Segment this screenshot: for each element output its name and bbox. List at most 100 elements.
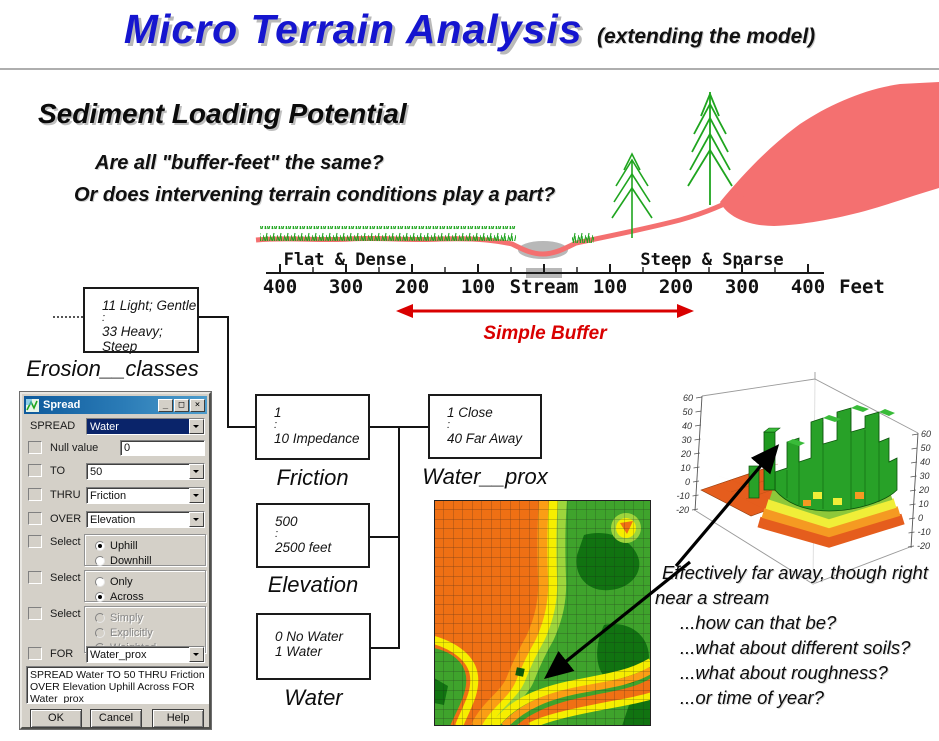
- svg-text:-10: -10: [676, 491, 689, 501]
- radio-simply[interactable]: Simply: [95, 611, 205, 624]
- for-combo[interactable]: Water_prox: [86, 646, 205, 663]
- note-question-3: ...what about roughness?: [680, 662, 888, 683]
- close-icon[interactable]: ×: [190, 398, 205, 412]
- spread-combo[interactable]: Water: [86, 418, 205, 435]
- dropdown-arrow-icon[interactable]: [189, 512, 204, 527]
- only-across-group: Only Across: [84, 570, 206, 603]
- elevation-box: 500 : 2500 feet: [256, 503, 370, 568]
- header-divider: [0, 68, 939, 70]
- svg-text:20: 20: [680, 449, 691, 459]
- svg-text:0: 0: [685, 477, 690, 487]
- connector: [227, 316, 229, 428]
- radio-explicitly[interactable]: Explicitly: [95, 626, 205, 639]
- friction-label: Friction: [276, 465, 349, 490]
- over-field-label: OVER: [50, 513, 82, 525]
- spread-dialog: Spread _ □ × SPREAD Water Null value 0 T…: [20, 392, 211, 729]
- svg-text:10: 10: [919, 499, 929, 509]
- weighting-group: Simply Explicitly Weighted: [84, 606, 206, 654]
- hillside-mass: [720, 82, 939, 226]
- ok-button[interactable]: OK: [30, 709, 82, 728]
- surface-plot-3d: 60 50 40 30 20 10 0 -10 -20 60 50 40 30 …: [676, 372, 931, 585]
- svg-text:-20: -20: [676, 505, 689, 515]
- spread-field-label: SPREAD: [30, 420, 76, 432]
- svg-text:10: 10: [680, 463, 690, 473]
- svg-text:200: 200: [659, 276, 693, 298]
- friction-box: 1 : 10 Impedance: [255, 394, 370, 460]
- simple-buffer-arrow: [396, 304, 694, 318]
- thru-checkbox[interactable]: [28, 488, 42, 501]
- dropdown-arrow-icon[interactable]: [189, 647, 204, 662]
- for-checkbox[interactable]: [28, 647, 42, 660]
- note-line-2: near a stream: [655, 587, 770, 608]
- annotation-notes: Effectively far away, though right near …: [655, 560, 939, 710]
- maximize-icon[interactable]: □: [174, 398, 189, 412]
- section-heading: Sediment Loading Potential: [38, 98, 407, 129]
- svg-text:50: 50: [682, 407, 692, 417]
- note-question-1: ...how can that be?: [680, 612, 837, 633]
- dialog-titlebar[interactable]: Spread _ □ ×: [24, 396, 207, 414]
- ground-line: [255, 190, 747, 257]
- radio-downhill[interactable]: Downhill: [95, 554, 205, 567]
- select2-checkbox[interactable]: [28, 571, 42, 584]
- select3-label: Select: [50, 608, 81, 620]
- thru-combo[interactable]: Friction: [86, 487, 205, 504]
- svg-text:40: 40: [682, 421, 692, 431]
- null-checkbox[interactable]: [28, 441, 42, 454]
- over-checkbox[interactable]: [28, 512, 42, 525]
- note-question-2: ...what about different soils?: [680, 637, 911, 658]
- to-checkbox[interactable]: [28, 464, 42, 477]
- svg-text:-10: -10: [918, 527, 931, 537]
- command-textarea[interactable]: SPREAD Water TO 50 THRU Friction OVER El…: [26, 666, 209, 704]
- for-field-label: FOR: [50, 648, 74, 660]
- svg-text:0: 0: [918, 513, 923, 523]
- water-box: 0 No Water 1 Water: [256, 613, 371, 680]
- svg-text:50: 50: [921, 443, 931, 453]
- page-title: Micro Terrain Analysis: [123, 6, 583, 52]
- uphill-downhill-group: Uphill Downhill: [84, 534, 206, 567]
- distance-ruler: [266, 264, 824, 274]
- zone-label-left: Flat & Dense: [284, 250, 407, 270]
- null-value-input[interactable]: 0: [120, 440, 205, 456]
- thru-field-label: THRU: [50, 489, 81, 501]
- question-line-2: Or does intervening terrain conditions p…: [74, 184, 556, 206]
- water-prox-box: 1 Close : 40 Far Away: [428, 394, 542, 459]
- cancel-button[interactable]: Cancel: [90, 709, 142, 728]
- dropdown-arrow-icon[interactable]: [189, 488, 204, 503]
- water-prox-label: Water__prox: [422, 464, 548, 489]
- svg-text:40: 40: [920, 457, 930, 467]
- help-button[interactable]: Help: [152, 709, 204, 728]
- minimize-icon[interactable]: _: [158, 398, 173, 412]
- green-block-mass: [774, 407, 898, 512]
- z-axis-left: 60 50 40 30 20 10 0 -10 -20: [676, 393, 703, 515]
- question-line-1: Are all "buffer-feet" the same?: [95, 152, 384, 174]
- erosion-dotted-link: [53, 316, 83, 318]
- select1-label: Select: [50, 536, 81, 548]
- select2-label: Select: [50, 572, 81, 584]
- svg-text:200: 200: [395, 276, 429, 298]
- over-combo[interactable]: Elevation: [86, 511, 205, 528]
- radio-across[interactable]: Across: [95, 590, 205, 603]
- svg-text:100: 100: [461, 276, 495, 298]
- dropdown-arrow-icon[interactable]: [189, 464, 204, 479]
- svg-text:30: 30: [920, 471, 930, 481]
- connector: [371, 647, 400, 649]
- water-label: Water: [284, 685, 343, 710]
- svg-text:100: 100: [593, 276, 627, 298]
- svg-text:30: 30: [681, 435, 691, 445]
- simple-buffer-label: Simple Buffer: [483, 323, 608, 344]
- svg-text:-20: -20: [917, 541, 930, 551]
- select1-checkbox[interactable]: [28, 535, 42, 548]
- radio-only[interactable]: Only: [95, 575, 205, 588]
- svg-text:400: 400: [791, 276, 825, 298]
- page-subtitle: (extending the model): [597, 25, 816, 48]
- select3-checkbox[interactable]: [28, 607, 42, 620]
- dropdown-arrow-icon[interactable]: [189, 419, 204, 434]
- note-question-4: ...or time of year?: [680, 687, 824, 708]
- radio-uphill[interactable]: Uphill: [95, 539, 205, 552]
- svg-text:300: 300: [725, 276, 759, 298]
- to-combo[interactable]: 50: [86, 463, 205, 480]
- slide-header: Micro Terrain Analysis (extending the mo…: [0, 6, 939, 53]
- grass-tuft: [572, 230, 594, 243]
- erosion-classes-box: 11 Light; Gentle : 33 Heavy; Steep: [83, 287, 199, 354]
- tall-green-column: [748, 427, 781, 499]
